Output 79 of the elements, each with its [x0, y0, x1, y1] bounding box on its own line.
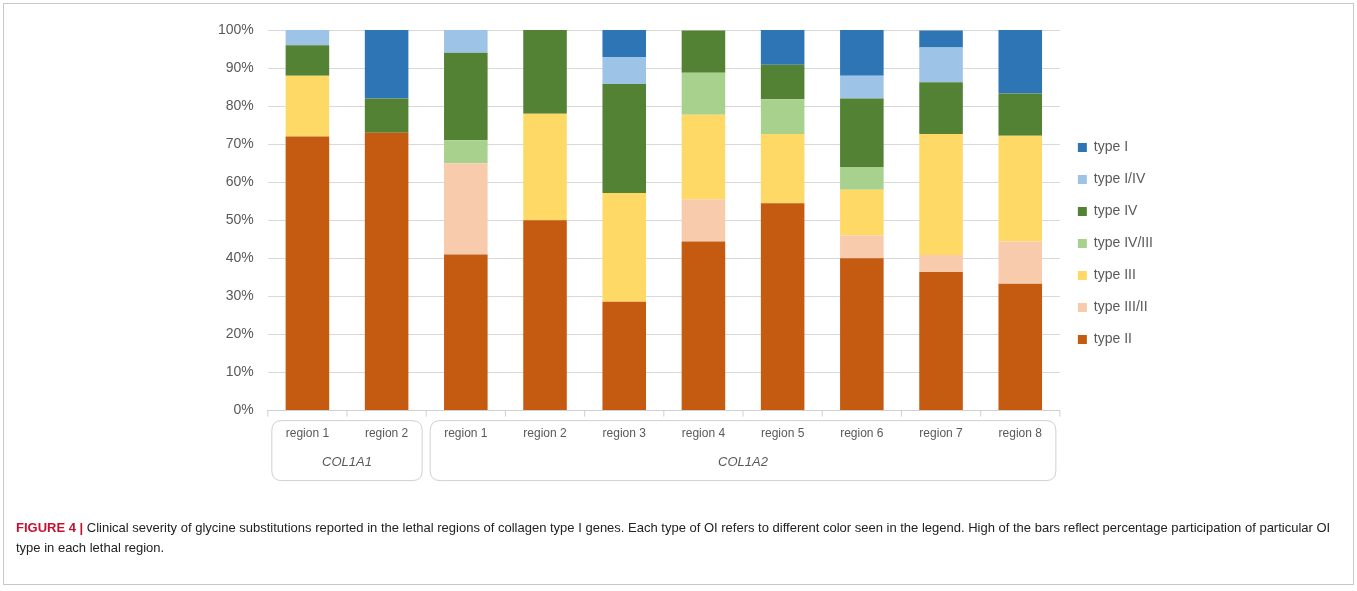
bar: [602, 30, 647, 58]
bar: [998, 93, 1043, 136]
bar: [760, 64, 805, 100]
bar: [998, 30, 1043, 94]
x-tick-label: region 4: [681, 426, 726, 441]
x-tick-label: region 6: [840, 426, 884, 441]
bar: [285, 75, 330, 137]
legend-label: type II: [1093, 330, 1132, 347]
bar: [681, 241, 726, 411]
legend-label: type III: [1093, 266, 1136, 283]
y-tick-label: 80%: [225, 96, 254, 113]
x-tick-label: region 8: [998, 426, 1043, 441]
x-tick-label: region 7: [919, 426, 964, 441]
bar: [681, 114, 726, 200]
x-tick-label: region 2: [364, 426, 409, 441]
y-tick-label: 0%: [233, 401, 254, 418]
y-tick-label: 30%: [225, 287, 254, 304]
legend-label: type IV: [1093, 202, 1139, 219]
legend-label: type I/IV: [1093, 170, 1146, 187]
x-tick-label: region 5: [760, 426, 805, 441]
bar: [760, 133, 805, 204]
bar: [840, 98, 884, 168]
bar: [681, 30, 726, 73]
bar: [760, 99, 805, 134]
bar: [840, 235, 884, 259]
bar: [919, 30, 963, 48]
y-tick-label: 40%: [225, 249, 254, 266]
x-tick-label: region 1: [285, 426, 330, 441]
bar: [364, 30, 409, 99]
bar: [998, 241, 1043, 284]
y-tick-label: 20%: [225, 325, 254, 342]
bar: [998, 283, 1043, 411]
bar: [364, 98, 409, 133]
y-tick-label: 60%: [225, 173, 254, 190]
bar: [840, 167, 884, 190]
y-tick-label: 70%: [225, 135, 254, 152]
bar: [760, 203, 805, 411]
bar: [444, 254, 488, 411]
bar: [602, 57, 647, 85]
bar: [523, 220, 567, 411]
bar: [919, 272, 963, 411]
bar: [444, 52, 488, 141]
bar: [444, 140, 488, 164]
bar: [602, 301, 647, 411]
legend-label: type IV/III: [1093, 234, 1153, 251]
bar: [760, 30, 805, 65]
bar: [285, 45, 330, 76]
bar: [919, 254, 963, 273]
x-tick-label: region 2: [523, 426, 568, 441]
bar: [444, 30, 488, 53]
x-tick-label: region 3: [602, 426, 647, 441]
bar: [840, 258, 884, 411]
bar: [285, 30, 330, 46]
y-tick-label: 10%: [225, 363, 254, 380]
bar: [602, 192, 647, 302]
bar: [919, 82, 963, 134]
legend-label: type I: [1093, 138, 1129, 155]
y-tick-label: 100%: [217, 20, 254, 37]
bar: [285, 136, 330, 411]
bar: [840, 189, 884, 236]
bar: [840, 30, 884, 76]
bar: [840, 75, 884, 99]
bar: [364, 132, 409, 411]
bar: [919, 133, 963, 255]
caption: FIGURE 4 | Clinical severity of glycine substitutions reported in the lethal regions of collagen type I genes. Each type of OI refers to different color seen in the legend. High of the bars reflect percentage participation of particular OI type in each lethal region.: [16, 519, 1332, 557]
bar: [681, 199, 726, 242]
text: COL1A1: [322, 454, 372, 470]
y-tick-label: 90%: [225, 58, 254, 75]
bar: [444, 163, 488, 255]
bar: [998, 135, 1043, 242]
bar: [602, 84, 647, 193]
x-tick-label: region 1: [444, 426, 488, 441]
bar: [523, 30, 567, 114]
text: COL1A2: [718, 454, 769, 470]
y-tick-label: 50%: [225, 211, 254, 228]
bar: [919, 47, 963, 83]
legend-label: type III/II: [1093, 298, 1148, 315]
bar: [681, 72, 726, 115]
bar: [523, 113, 567, 221]
